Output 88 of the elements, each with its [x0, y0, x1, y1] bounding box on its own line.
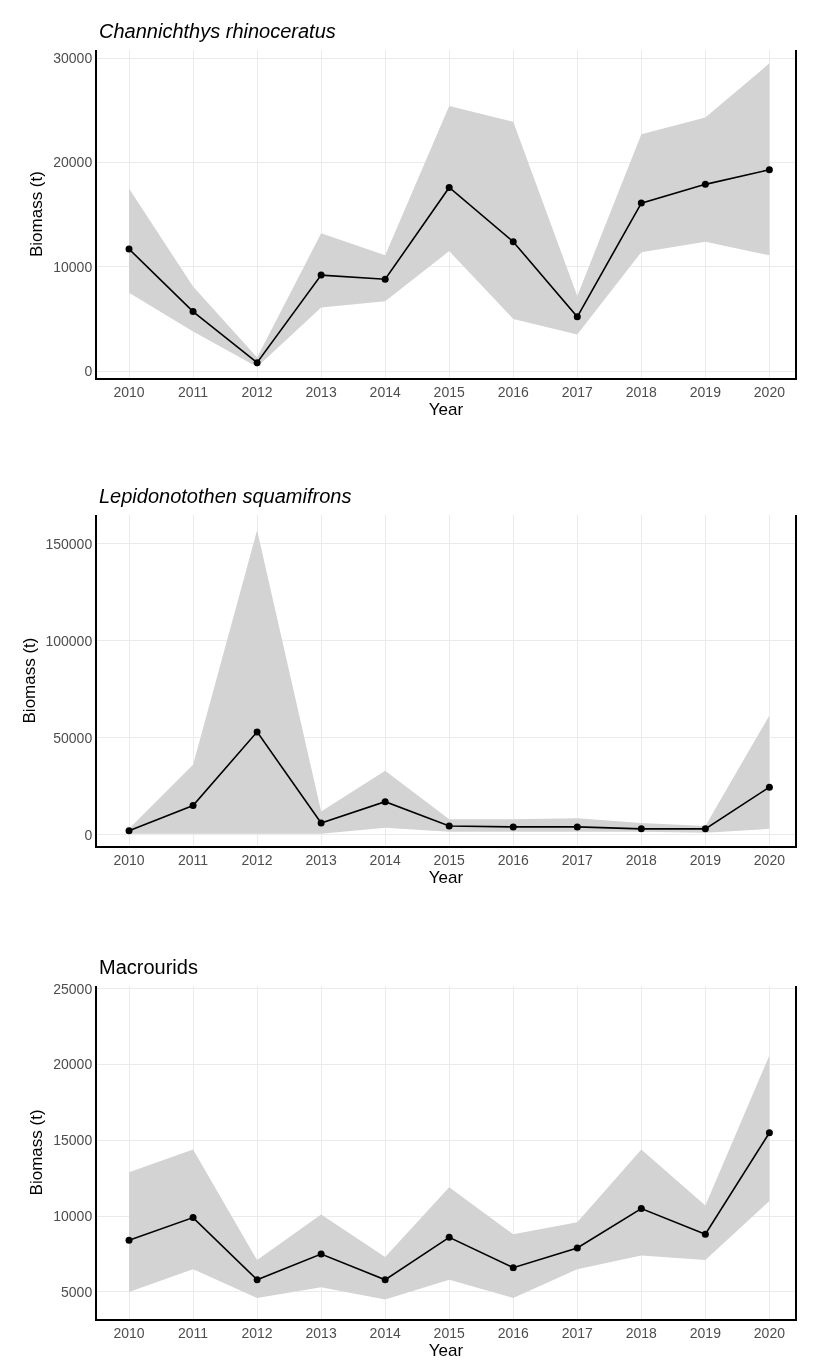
point: [765, 1129, 773, 1137]
x-tick-label: 2019: [689, 852, 722, 869]
x-axis-title: Year: [428, 1340, 464, 1360]
x-tick-label: 2013: [305, 384, 337, 401]
y-tick-label: 150000: [45, 535, 93, 552]
x-tick-label: 2016: [497, 852, 530, 869]
y-tick-label: 5000: [61, 1283, 93, 1300]
point: [637, 1205, 645, 1213]
y-tick-label: 15000: [53, 1132, 93, 1149]
point: [253, 1276, 261, 1284]
chart-title: Macrourids: [99, 956, 198, 978]
x-tick-label: 2012: [241, 852, 273, 869]
x-tick-label: 2015: [433, 384, 465, 401]
point: [253, 359, 261, 367]
y-tick-label: 50000: [53, 729, 93, 746]
point: [765, 166, 773, 174]
point: [509, 823, 517, 831]
x-tick-label: 2018: [625, 1324, 658, 1341]
x-tick-label: 2020: [753, 384, 786, 401]
point: [445, 1233, 453, 1241]
y-tick-label: 10000: [53, 258, 93, 275]
point: [317, 1250, 325, 1258]
point: [573, 1244, 581, 1252]
chart-title: Lepidonotothen squamifrons: [99, 485, 352, 507]
x-tick-label: 2017: [561, 852, 594, 869]
point: [701, 825, 709, 833]
x-tick-label: 2011: [178, 1324, 209, 1341]
x-tick-label: 2013: [305, 852, 337, 869]
x-tick-label: 2011: [178, 384, 209, 401]
x-tick-label: 2019: [689, 384, 722, 401]
point: [381, 275, 389, 283]
x-tick-label: 2020: [753, 852, 786, 869]
y-tick-label: 30000: [53, 50, 93, 67]
x-tick-label: 2018: [625, 384, 658, 401]
x-tick-label: 2016: [497, 384, 530, 401]
point: [637, 199, 645, 207]
x-tick-label: 2014: [369, 384, 401, 401]
y-tick-label: 25000: [53, 980, 93, 997]
x-tick-label: 2015: [433, 1324, 465, 1341]
y-tick-label: 10000: [53, 1208, 93, 1225]
point: [125, 245, 133, 253]
point: [125, 1236, 133, 1244]
x-tick-label: 2013: [305, 1324, 337, 1341]
chart-title: Channichthys rhinoceratus: [99, 20, 336, 42]
y-tick-label: 100000: [45, 632, 93, 649]
x-tick-label: 2017: [561, 384, 594, 401]
point: [125, 827, 133, 835]
point: [509, 238, 517, 246]
y-tick-label: 0: [84, 362, 93, 379]
x-tick-label: 2014: [369, 852, 401, 869]
x-axis-title: Year: [428, 868, 464, 888]
x-tick-label: 2011: [178, 852, 209, 869]
x-tick-label: 2014: [369, 1324, 401, 1341]
y-axis-title: Biomass (t): [27, 171, 47, 258]
x-tick-label: 2010: [113, 384, 145, 401]
point: [637, 825, 645, 833]
point: [509, 1264, 517, 1272]
y-tick-label: 0: [84, 826, 93, 843]
x-tick-label: 2012: [241, 1324, 273, 1341]
point: [189, 1214, 197, 1222]
y-axis-title: Biomass (t): [27, 1109, 47, 1196]
x-tick-label: 2015: [433, 852, 465, 869]
point: [381, 1276, 389, 1284]
x-axis-title: Year: [428, 400, 464, 420]
point: [445, 822, 453, 830]
x-tick-label: 2020: [753, 1324, 786, 1341]
x-tick-label: 2010: [113, 852, 145, 869]
x-tick-label: 2019: [689, 1324, 722, 1341]
x-tick-label: 2016: [497, 1324, 530, 1341]
point: [189, 308, 197, 316]
x-tick-label: 2017: [561, 1324, 594, 1341]
point: [701, 180, 709, 188]
x-tick-label: 2010: [113, 1324, 145, 1341]
point: [317, 271, 325, 279]
point: [253, 728, 261, 736]
point: [317, 819, 325, 827]
point: [445, 183, 453, 191]
point: [701, 1230, 709, 1238]
x-tick-label: 2012: [241, 384, 273, 401]
y-tick-label: 20000: [53, 1056, 93, 1073]
x-tick-label: 2018: [625, 852, 658, 869]
point: [765, 783, 773, 791]
point: [573, 313, 581, 321]
y-tick-label: 20000: [53, 154, 93, 171]
y-axis-title: Biomass (t): [19, 637, 39, 724]
point: [381, 798, 389, 806]
point: [189, 802, 197, 810]
point: [573, 823, 581, 831]
